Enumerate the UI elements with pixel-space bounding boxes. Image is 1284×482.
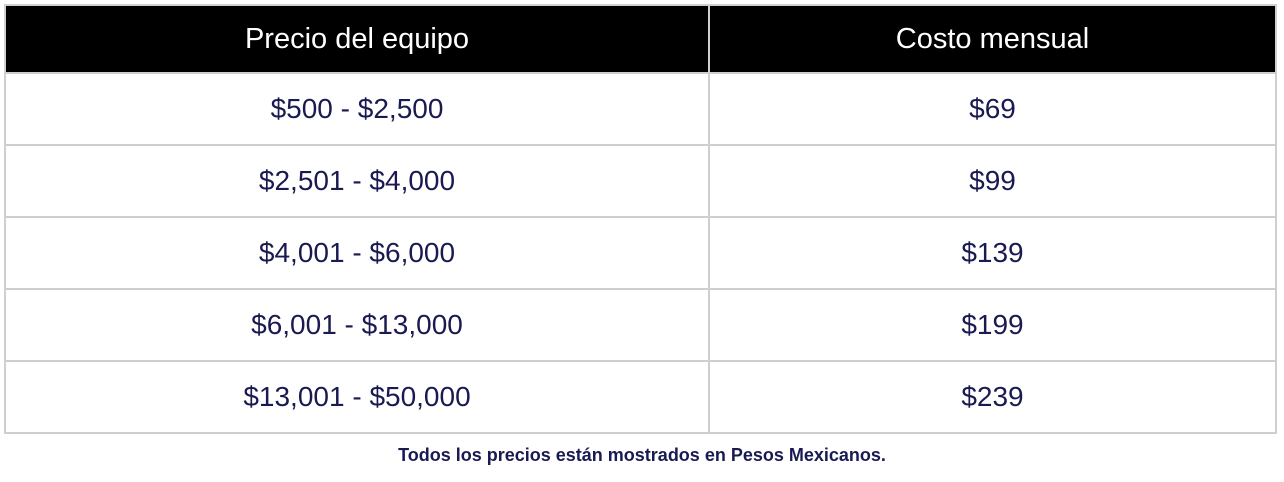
price-range-cell: $6,001 - $13,000 [4,288,710,362]
currency-footnote: Todos los precios están mostrados en Pes… [398,445,886,465]
header-equipment-price: Precio del equipo [4,4,710,74]
price-range-cell: $500 - $2,500 [4,72,710,146]
monthly-cost-cell: $139 [708,216,1277,290]
header-row: Precio del equipo Costo mensual [4,4,1277,74]
table-row: $500 - $2,500 $69 [4,72,1277,146]
table-header: Precio del equipo Costo mensual [4,4,1277,74]
table-row: $4,001 - $6,000 $139 [4,216,1277,290]
table-row: $13,001 - $50,000 $239 [4,360,1277,434]
table-body: $500 - $2,500 $69 $2,501 - $4,000 $99 $4… [4,72,1277,434]
table-row: $2,501 - $4,000 $99 [4,144,1277,218]
table-row: $6,001 - $13,000 $199 [4,288,1277,362]
price-range-cell: $13,001 - $50,000 [4,360,710,434]
monthly-cost-cell: $199 [708,288,1277,362]
header-monthly-cost: Costo mensual [708,4,1277,74]
monthly-cost-cell: $99 [708,144,1277,218]
monthly-cost-cell: $69 [708,72,1277,146]
price-range-cell: $2,501 - $4,000 [4,144,710,218]
monthly-cost-cell: $239 [708,360,1277,434]
price-range-cell: $4,001 - $6,000 [4,216,710,290]
pricing-table: Precio del equipo Costo mensual $500 - $… [4,4,1277,434]
